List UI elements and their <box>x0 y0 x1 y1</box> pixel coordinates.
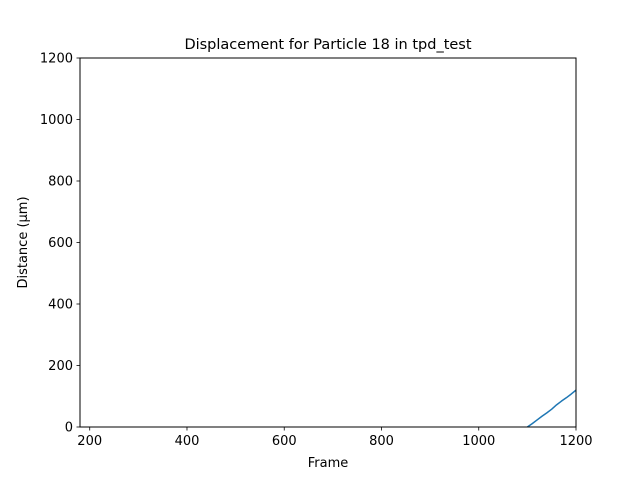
chart-title: Displacement for Particle 18 in tpd_test <box>184 37 471 53</box>
x-tick-label: 1200 <box>559 434 592 449</box>
y-tick-label: 1200 <box>40 52 73 67</box>
y-tick-label: 0 <box>65 421 73 436</box>
x-tick-label: 800 <box>369 434 394 449</box>
x-tick-label: 1000 <box>462 434 495 449</box>
y-axis-label: Distance (µm) <box>16 196 31 288</box>
y-tick-label: 400 <box>48 298 73 313</box>
y-tick-label: 200 <box>48 359 73 374</box>
x-axis: 200 400 600 800 1000 1200 <box>77 427 593 449</box>
y-tick-label: 1000 <box>40 113 73 128</box>
x-tick-label: 400 <box>175 434 200 449</box>
y-tick-label: 600 <box>48 236 73 251</box>
x-axis-label: Frame <box>308 456 349 471</box>
plot-area-frame <box>79 57 577 428</box>
x-tick-label: 200 <box>77 434 102 449</box>
y-axis: 0 200 400 600 800 1000 1200 <box>40 52 80 436</box>
series-line-displacement <box>526 389 576 427</box>
x-tick-label: 600 <box>272 434 297 449</box>
y-tick-label: 800 <box>48 175 73 190</box>
